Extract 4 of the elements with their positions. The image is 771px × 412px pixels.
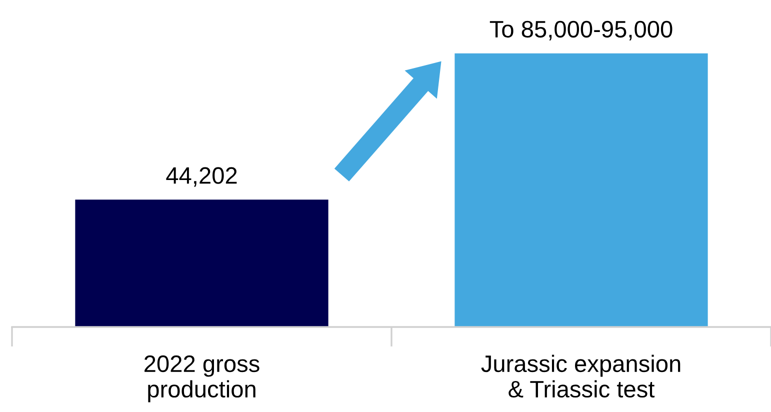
data-label: 44,202	[166, 167, 237, 187]
x-tick-label: Jurassic expansion & Triassic test	[481, 354, 680, 398]
x-tick-label: 2022 gross production	[144, 355, 260, 402]
data-label: To 85,000-95,000	[490, 20, 672, 40]
